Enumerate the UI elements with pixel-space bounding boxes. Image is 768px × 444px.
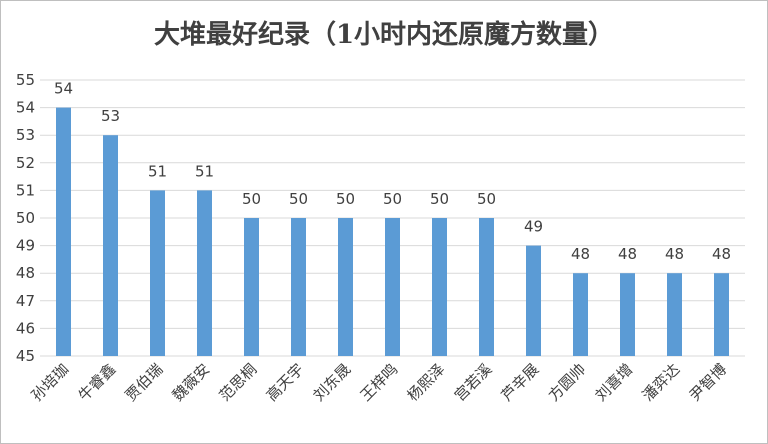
x-tick-label: 芦辛展 [498,360,543,405]
x-tick-label: 潘弈达 [639,360,684,405]
data-label: 50 [242,190,261,208]
data-label: 48 [571,245,590,263]
x-tick-label: 刘喜增 [592,360,637,405]
data-label: 50 [383,190,402,208]
x-tick-label: 刘东晟 [310,360,355,405]
x-tick-label: 魏薇安 [169,360,214,405]
bar [150,190,165,356]
data-label: 50 [430,190,449,208]
bar [432,218,447,356]
data-label: 48 [665,245,684,263]
y-tick-label: 47 [16,292,35,310]
chart-title: 大堆最好纪录（1小时内还原魔方数量） [153,20,615,50]
y-tick-label: 53 [16,126,35,144]
x-tick-label: 宫若溪 [451,360,496,405]
x-tick-label: 贾伯瑞 [122,360,167,405]
data-label: 51 [148,162,167,180]
data-label: 50 [289,190,308,208]
x-tick-label: 方圆帅 [545,360,590,405]
bar [291,218,306,356]
y-tick-label: 50 [16,209,35,227]
x-tick-label: 孙培珈 [28,360,73,405]
y-tick-label: 46 [16,319,35,337]
y-tick-label: 54 [16,99,35,117]
data-label: 50 [336,190,355,208]
bar [338,218,353,356]
y-tick-label: 52 [16,154,35,172]
bar [385,218,400,356]
data-label: 48 [618,245,637,263]
bar [244,218,259,356]
bar [103,135,118,356]
data-label: 50 [477,190,496,208]
y-tick-label: 55 [16,71,35,89]
x-tick-label: 王梓鸣 [357,360,402,405]
y-tick-label: 49 [16,237,35,255]
y-tick-label: 45 [16,347,35,365]
bar [526,245,541,356]
bar [620,273,635,356]
data-label: 49 [524,218,543,236]
data-label: 48 [712,245,731,263]
bar [197,190,212,356]
data-label: 51 [195,162,214,180]
bar [573,273,588,356]
y-tick-label: 51 [16,181,35,199]
x-tick-label: 牛睿鑫 [75,360,120,405]
x-tick-label: 高天宇 [263,360,308,405]
bar [56,107,71,356]
y-tick-label: 48 [16,264,35,282]
x-tick-label: 杨熙泽 [404,360,449,405]
x-tick-label: 范思桐 [216,360,261,405]
bar [667,273,682,356]
data-label: 54 [54,80,73,98]
bar [714,273,729,356]
data-label: 53 [101,107,120,125]
x-tick-label: 尹智博 [686,360,731,405]
bar [479,218,494,356]
